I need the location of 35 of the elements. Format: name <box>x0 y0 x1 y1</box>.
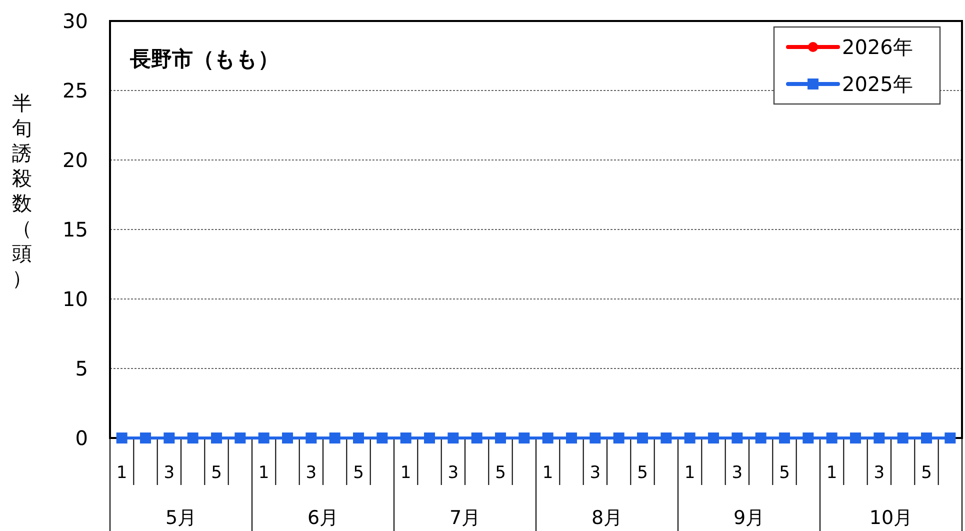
y-tick-label: 0 <box>75 426 88 450</box>
x-tick-label: 1 <box>542 463 554 483</box>
x-tick-label: 3 <box>732 463 743 483</box>
x-tick-label: 1 <box>826 463 838 483</box>
text: 6月 <box>307 507 339 529</box>
x-tick-label: 5 <box>353 463 364 483</box>
y-tick-label: 5 <box>75 356 88 380</box>
x-tick-label: 1 <box>400 463 412 483</box>
y-tick-label: 15 <box>62 218 88 242</box>
x-tick-label: 5 <box>637 463 648 483</box>
text: 9月 <box>733 507 765 529</box>
x-tick-label: 5 <box>495 463 506 483</box>
text: 10月 <box>869 507 913 529</box>
legend-label: 2025年 <box>842 72 913 96</box>
x-tick-label: 5 <box>779 463 790 483</box>
y-axis-title: 半旬誘殺数（頭） <box>12 91 32 290</box>
text: 8月 <box>591 507 623 529</box>
x-tick-label: 3 <box>306 463 317 483</box>
x-tick-label: 1 <box>258 463 270 483</box>
text: 7月 <box>449 507 481 529</box>
y-tick-label: 25 <box>62 78 88 102</box>
x-tick-label: 1 <box>684 463 696 483</box>
y-tick-label: 10 <box>62 287 88 311</box>
y-tick-label: 30 <box>62 9 88 33</box>
x-tick-label: 1 <box>116 463 128 483</box>
text: 5月 <box>165 507 197 529</box>
x-tick-label: 3 <box>164 463 175 483</box>
x-tick-label: 5 <box>211 463 222 483</box>
x-tick-label: 5 <box>921 463 932 483</box>
x-tick-label: 3 <box>874 463 885 483</box>
x-tick-label: 3 <box>448 463 459 483</box>
y-tick-label: 20 <box>62 148 88 172</box>
text: 長野市（もも） <box>129 47 279 71</box>
x-tick-label: 3 <box>590 463 601 483</box>
legend-label: 2026年 <box>842 35 913 59</box>
